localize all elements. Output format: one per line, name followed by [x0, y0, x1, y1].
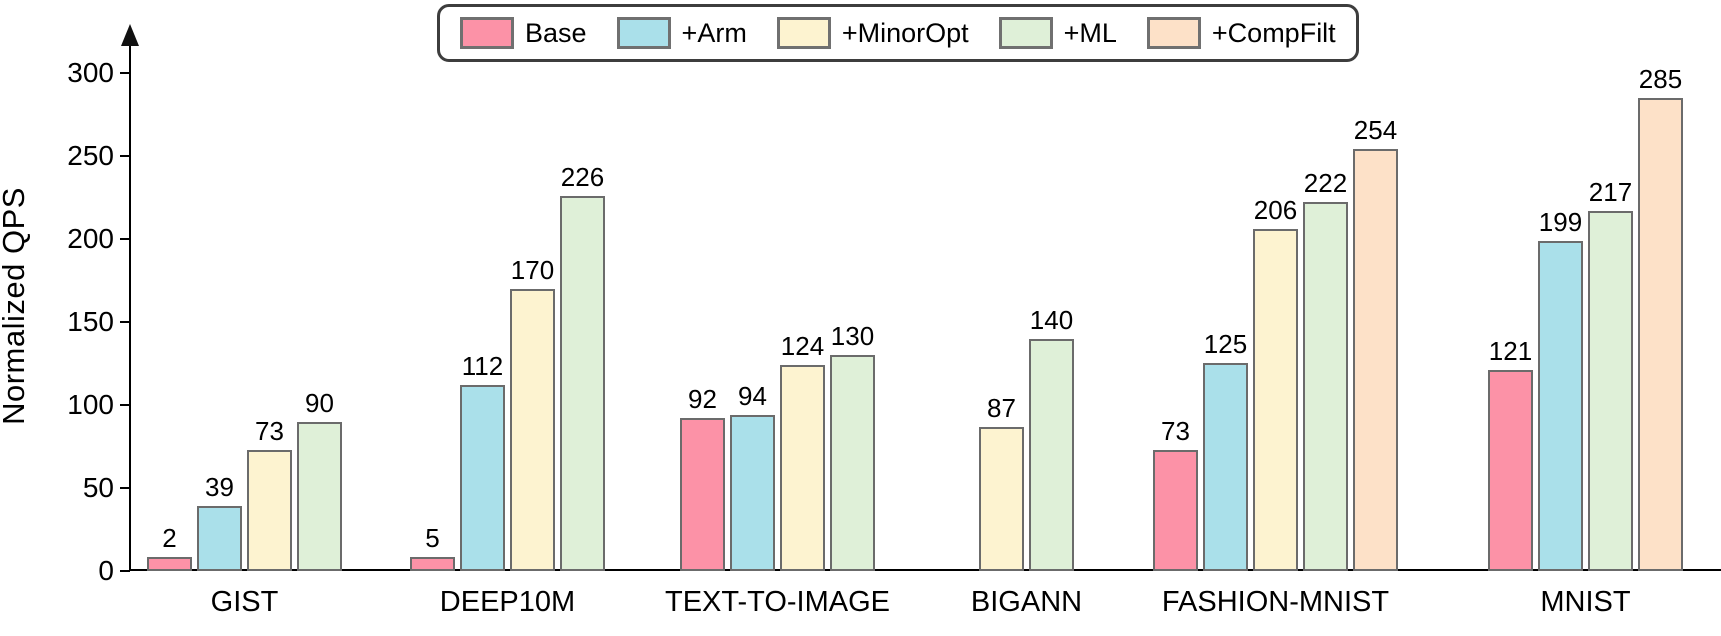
- bar-value-deep10m-minoropt: 170: [510, 255, 555, 285]
- y-axis-arrow-icon: [121, 24, 139, 46]
- legend: Base +Arm +MinorOpt +ML +CompFilt: [437, 4, 1359, 62]
- legend-swatch-arm: [616, 17, 671, 49]
- bar-deep10m-base: [410, 557, 455, 571]
- y-tick-mark-250: [120, 155, 130, 157]
- bar-value-gist-base: 2: [162, 523, 177, 553]
- bar-value-gist-ml: 90: [305, 388, 334, 418]
- bar-value-mnist-ml: 217: [1588, 177, 1633, 207]
- bar-value-mnist-compfilt: 285: [1638, 64, 1683, 94]
- bar-value-deep10m-base: 5: [425, 523, 440, 553]
- x-category-label-mnist: MNIST: [1540, 586, 1631, 618]
- x-category-label-text-to-image: TEXT-TO-IMAGE: [664, 586, 891, 618]
- x-category-label-bigann: BIGANN: [970, 586, 1083, 618]
- legend-label-arm: +Arm: [681, 17, 747, 48]
- bar-value-text-to-image-ml: 130: [830, 321, 875, 351]
- bar-value-gist-arm: 39: [205, 472, 234, 502]
- bar-text-to-image-minoropt: [780, 365, 825, 571]
- y-tick-mark-200: [120, 238, 130, 240]
- y-tick-mark-0: [120, 570, 130, 572]
- bar-text-to-image-ml: [830, 355, 875, 571]
- bar-value-bigann-ml: 140: [1029, 305, 1074, 335]
- y-tick-label-300: 300: [67, 57, 114, 88]
- bar-gist-base: [147, 557, 192, 571]
- bar-text-to-image-arm: [730, 415, 775, 571]
- bar-value-text-to-image-minoropt: 124: [780, 331, 825, 361]
- bar-fashion-mnist-arm: [1203, 363, 1248, 571]
- x-category-label-deep10m: DEEP10M: [439, 586, 576, 618]
- bar-mnist-ml: [1588, 211, 1633, 571]
- x-category-label-gist: GIST: [210, 586, 279, 618]
- bar-value-text-to-image-arm: 94: [738, 381, 767, 411]
- bar-value-text-to-image-base: 92: [688, 384, 717, 414]
- x-axis-line: [129, 569, 1721, 571]
- bar-value-mnist-arm: 199: [1538, 207, 1583, 237]
- y-tick-label-150: 150: [67, 306, 114, 337]
- y-tick-mark-50: [120, 487, 130, 489]
- y-tick-mark-300: [120, 72, 130, 74]
- bar-bigann-minoropt: [979, 427, 1024, 571]
- bar-value-bigann-minoropt: 87: [987, 393, 1016, 423]
- bar-gist-minoropt: [247, 450, 292, 571]
- legend-swatch-base: [460, 17, 514, 49]
- bar-gist-ml: [297, 422, 342, 571]
- y-axis-title: Normalized QPS: [0, 187, 31, 425]
- y-tick-label-50: 50: [82, 472, 114, 503]
- y-axis-line: [129, 40, 131, 571]
- bar-fashion-mnist-minoropt: [1253, 229, 1298, 571]
- bar-value-fashion-mnist-compfilt: 254: [1353, 115, 1398, 145]
- y-tick-label-200: 200: [67, 223, 114, 254]
- bar-value-fashion-mnist-arm: 125: [1203, 329, 1248, 359]
- legend-label-ml: +ML: [1063, 17, 1117, 48]
- bar-deep10m-minoropt: [510, 289, 555, 571]
- y-tick-label-100: 100: [67, 389, 114, 420]
- x-category-label-fashion-mnist: FASHION-MNIST: [1161, 586, 1390, 618]
- legend-item-arm: +Arm: [616, 17, 747, 49]
- y-tick-mark-100: [120, 404, 130, 406]
- bar-value-deep10m-ml: 226: [560, 162, 605, 192]
- bar-value-fashion-mnist-ml: 222: [1303, 168, 1348, 198]
- legend-item-minoropt: +MinorOpt: [776, 17, 969, 49]
- legend-swatch-ml: [998, 17, 1053, 49]
- bar-gist-arm: [197, 506, 242, 571]
- y-tick-mark-150: [120, 321, 130, 323]
- y-tick-label-0: 0: [98, 555, 114, 586]
- y-tick-label-250: 250: [67, 140, 114, 171]
- legend-swatch-compfilt: [1146, 17, 1201, 49]
- bar-value-mnist-base: 121: [1488, 336, 1533, 366]
- legend-item-ml: +ML: [998, 17, 1117, 49]
- bar-fashion-mnist-ml: [1303, 202, 1348, 571]
- bar-mnist-arm: [1538, 241, 1583, 571]
- legend-label-compfilt: +CompFilt: [1211, 17, 1336, 48]
- bar-value-deep10m-arm: 112: [461, 351, 504, 381]
- bar-fashion-mnist-base: [1153, 450, 1198, 571]
- legend-item-compfilt: +CompFilt: [1146, 17, 1336, 49]
- legend-label-base: Base: [525, 17, 587, 48]
- bar-text-to-image-base: [680, 418, 725, 571]
- legend-item-base: Base: [460, 17, 587, 49]
- legend-label-minoropt: +MinorOpt: [841, 17, 969, 48]
- legend-swatch-minoropt: [776, 17, 831, 49]
- bar-value-fashion-mnist-minoropt: 206: [1253, 195, 1298, 225]
- bar-fashion-mnist-compfilt: [1353, 149, 1398, 571]
- bar-value-gist-minoropt: 73: [255, 416, 284, 446]
- bar-deep10m-arm: [460, 385, 505, 571]
- bar-deep10m-ml: [560, 196, 605, 571]
- bar-mnist-compfilt: [1638, 98, 1683, 571]
- bar-bigann-ml: [1029, 339, 1074, 571]
- bar-value-fashion-mnist-base: 73: [1161, 416, 1190, 446]
- bar-mnist-base: [1488, 370, 1533, 571]
